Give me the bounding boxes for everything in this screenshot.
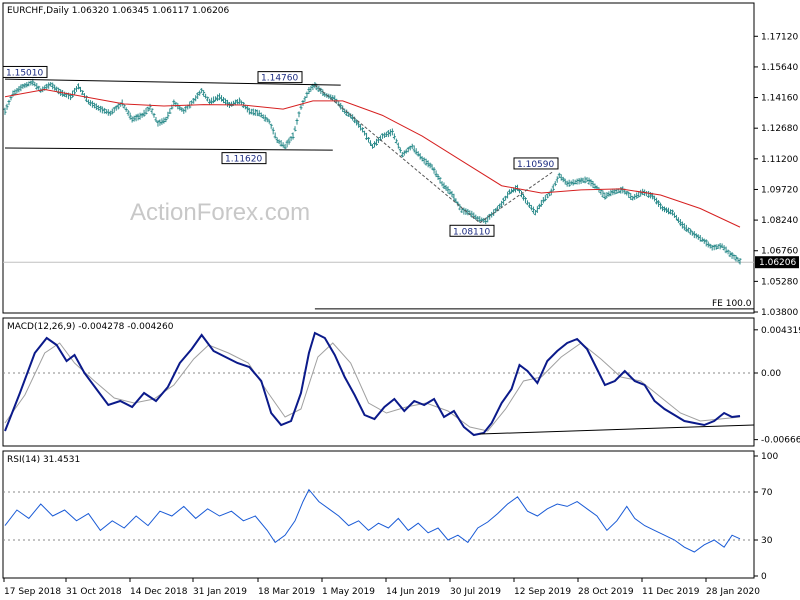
channel-bottom-line xyxy=(4,147,333,151)
macd-panel xyxy=(2,317,755,447)
rsi-tick-label: 100 xyxy=(761,452,778,462)
x-tick-label: 28 Oct 2019 xyxy=(578,587,634,597)
rsi-tick-label: 70 xyxy=(761,488,773,498)
x-tick-label: 14 Jun 2019 xyxy=(386,587,440,597)
macd-tick-label: 0.00 xyxy=(761,369,781,379)
x-tick-label: 12 Sep 2019 xyxy=(514,587,571,597)
moving-average-line xyxy=(4,88,741,228)
x-tick-label: 28 Jan 2020 xyxy=(706,587,760,597)
price-tick-label: 1.17120 xyxy=(761,32,798,42)
projection-line xyxy=(314,84,554,224)
channel-top-line xyxy=(4,78,341,86)
price-tick-label: 1.03800 xyxy=(761,308,798,318)
price-tick-label: 1.09720 xyxy=(761,185,798,195)
price-tick-label: 1.15640 xyxy=(761,63,798,73)
price-tick-label: 1.14160 xyxy=(761,94,798,104)
price-annotation-label: 1.15010 xyxy=(6,68,43,78)
price-annotation-box xyxy=(2,65,48,78)
rsi-line xyxy=(4,488,741,553)
macd-signal-line xyxy=(4,342,741,432)
x-tick-label: 14 Dec 2018 xyxy=(130,587,188,597)
last-price-box xyxy=(755,256,799,269)
x-tick-label: 17 Sep 2018 xyxy=(4,587,61,597)
x-tick-label: 31 Jan 2019 xyxy=(193,587,247,597)
fibo-label: FE 100.0 xyxy=(712,299,752,309)
price-annotation-label: 1.14760 xyxy=(261,74,298,84)
x-tick-label: 11 Dec 2019 xyxy=(642,587,700,597)
macd-title: MACD(12,26,9) -0.004278 -0.004260 xyxy=(7,322,174,332)
macd-trend-line xyxy=(479,424,754,435)
macd-tick-label: 0.004319 xyxy=(761,326,800,336)
x-tick-label: 30 Jul 2019 xyxy=(450,587,501,597)
price-tick-label: 1.05280 xyxy=(761,277,798,287)
last-price-label: 1.06206 xyxy=(759,258,796,268)
price-annotation-box xyxy=(513,157,559,170)
macd-line xyxy=(4,331,741,437)
price-tick-label: 1.06760 xyxy=(761,247,798,257)
price-tick-label: 1.08240 xyxy=(761,216,798,226)
price-annotation-box xyxy=(257,71,303,84)
rsi-tick-label: 30 xyxy=(761,536,773,546)
macd-tick-label: -0.006663 xyxy=(761,436,800,446)
price-panel xyxy=(2,2,755,314)
watermark: ActionForex.com xyxy=(130,199,310,226)
x-tick-label: 18 Mar 2019 xyxy=(258,587,315,597)
x-tick-label: 1 May 2019 xyxy=(322,587,375,597)
price-title: EURCHF,Daily 1.06320 1.06345 1.06117 1.0… xyxy=(7,6,230,16)
rsi-title: RSI(14) 31.4531 xyxy=(7,455,80,465)
price-annotation-box xyxy=(221,152,267,165)
price-annotation-label: 1.08110 xyxy=(453,227,490,237)
price-tick-label: 1.11200 xyxy=(761,155,798,165)
price-annotation-label: 1.10590 xyxy=(517,160,554,170)
price-annotation-box xyxy=(449,224,495,237)
price-tick-label: 1.12680 xyxy=(761,124,798,134)
x-tick-label: 31 Oct 2018 xyxy=(66,587,122,597)
price-annotation-label: 1.11620 xyxy=(225,155,262,165)
rsi-panel xyxy=(2,450,755,579)
rsi-tick-label: 0 xyxy=(761,572,767,582)
